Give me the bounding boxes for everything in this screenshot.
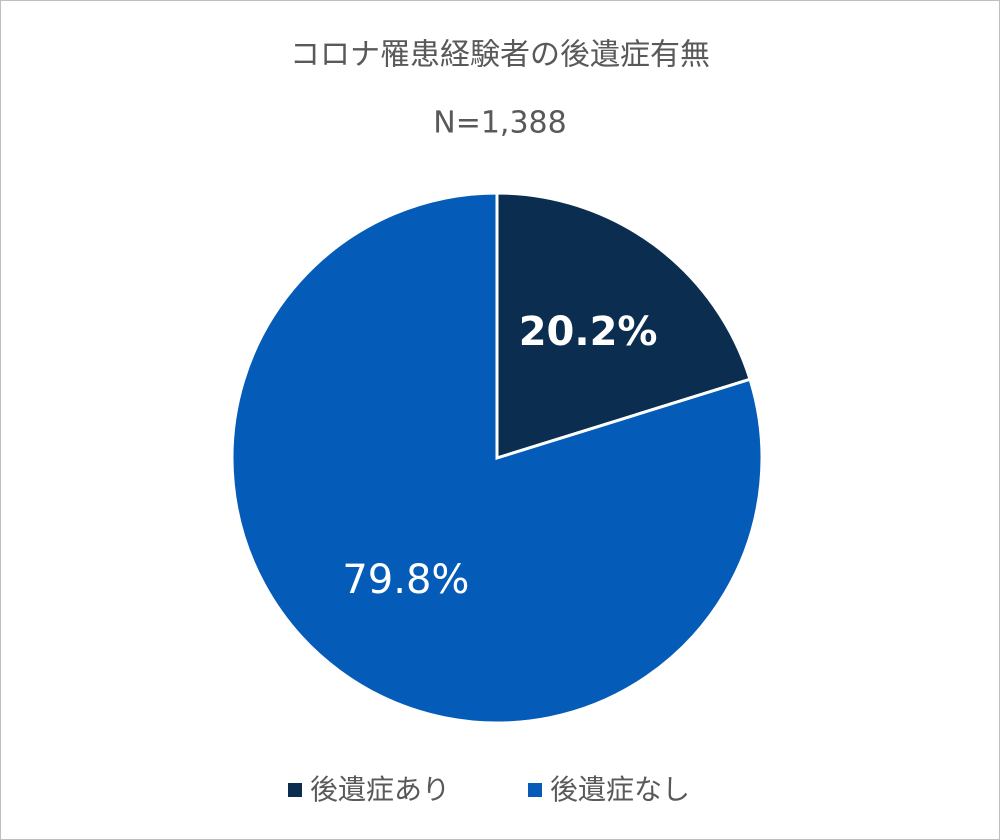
legend-label: 後遺症なし [550,773,690,806]
legend-swatch [528,783,542,797]
chart-title: コロナ罹患経験者の後遺症有無 [290,38,710,73]
chart-subtitle: N=1,388 [433,106,566,141]
data-label: 79.8% [342,557,469,603]
legend-swatch [288,783,302,797]
pie-slice [230,191,764,725]
pie-slice [495,191,752,461]
legend-label: 後遺症あり [310,773,450,806]
data-label: 20.2% [519,309,658,355]
